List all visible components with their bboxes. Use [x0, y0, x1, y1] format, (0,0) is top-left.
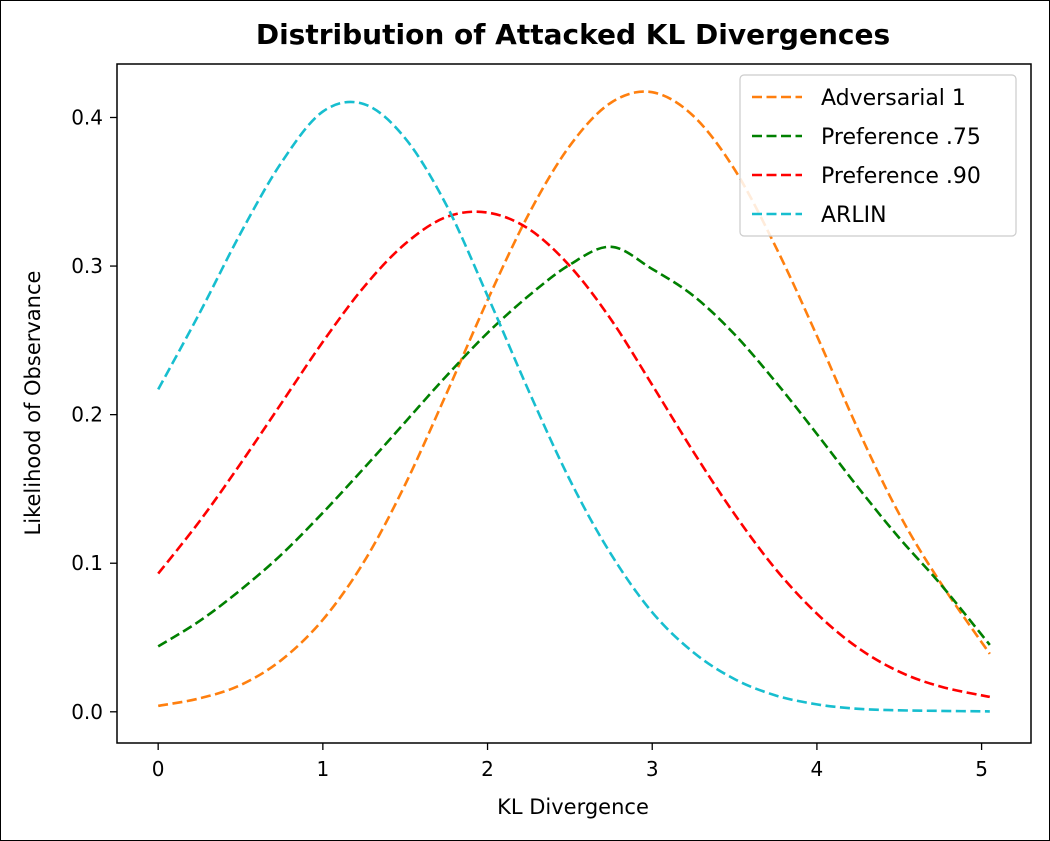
x-tick-label: 2	[481, 757, 494, 781]
y-tick-label: 0.1	[71, 551, 103, 575]
y-tick-label: 0.4	[71, 105, 103, 129]
series-line-2	[157, 245, 991, 648]
x-tick-label: 5	[975, 757, 988, 781]
y-tick-label: 0.0	[71, 700, 103, 724]
legend-label: Preference .75	[821, 125, 981, 150]
plot-frame	[116, 63, 1032, 744]
x-tick-label: 0	[152, 757, 165, 781]
x-tick-label: 1	[316, 757, 329, 781]
chart-title: Distribution of Attacked KL Divergences	[256, 18, 890, 51]
y-tick-label: 0.3	[71, 254, 103, 278]
series-line-3	[157, 210, 991, 699]
x-tick-label: 3	[646, 757, 659, 781]
legend: Adversarial 1 Preference .75 Preference .9…	[739, 74, 1017, 237]
series-line-4	[157, 100, 990, 713]
plot-lines	[157, 90, 991, 713]
legend-label: Preference .90	[821, 164, 981, 189]
x-axis-ticks: 0 1 2 3 4 5	[152, 743, 988, 781]
x-axis-label: KL Divergence	[497, 795, 649, 819]
series-line-1	[157, 90, 991, 708]
legend-label: ARLIN	[821, 203, 887, 228]
y-axis-ticks: 0.0 0.1 0.2 0.3 0.4	[71, 105, 117, 724]
legend-box	[739, 74, 1017, 237]
y-tick-label: 0.2	[71, 403, 103, 427]
x-tick-label: 4	[811, 757, 824, 781]
y-axis-label: Likelihood of Observance	[21, 271, 45, 536]
legend-label: Adversarial 1	[821, 86, 966, 111]
